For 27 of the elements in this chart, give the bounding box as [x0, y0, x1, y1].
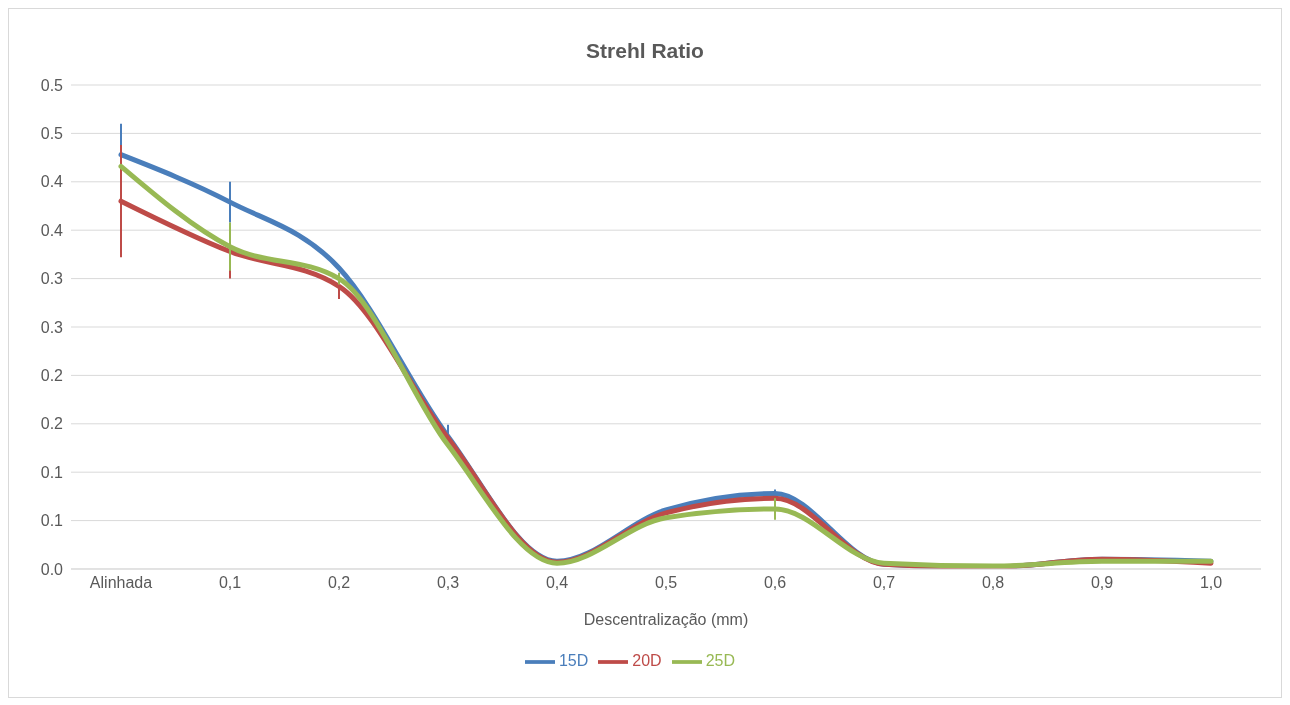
y-tick-label: 0.5	[40, 125, 64, 143]
x-tick-label: 0,6	[763, 574, 787, 592]
chart-title: Strehl Ratio	[585, 39, 705, 63]
legend-label: 25D	[705, 652, 736, 670]
x-axis-title: Descentralização (mm)	[583, 611, 749, 628]
x-tick-label: 0,3	[436, 574, 460, 592]
x-tick-label: 0,5	[654, 574, 678, 592]
y-tick-label: 0.4	[40, 173, 64, 191]
y-tick-label: 0.2	[40, 367, 64, 385]
x-tick-label: 0,7	[872, 574, 896, 592]
x-tick-label: 0,1	[218, 574, 242, 592]
legend-label: 20D	[632, 652, 662, 670]
x-tick-label: 0,4	[545, 574, 569, 592]
x-tick-label: 1,0	[1199, 574, 1223, 592]
y-tick-label: 0.1	[40, 512, 64, 530]
y-tick-label: 0.1	[40, 463, 64, 481]
y-tick-label: 0.3	[40, 318, 64, 336]
y-tick-label: 0.4	[40, 221, 64, 239]
legend-label: 15D	[558, 652, 589, 670]
x-tick-label: 0,9	[1090, 574, 1114, 592]
y-tick-label: 0.3	[40, 270, 64, 288]
y-tick-label: 0.2	[40, 415, 64, 433]
y-tick-label: 0.0	[40, 560, 64, 578]
y-tick-label: 0.5	[40, 76, 64, 94]
x-tick-label: 0,8	[981, 574, 1005, 592]
x-tick-label: Alinhada	[89, 574, 153, 592]
x-tick-label: 0,2	[327, 574, 351, 592]
